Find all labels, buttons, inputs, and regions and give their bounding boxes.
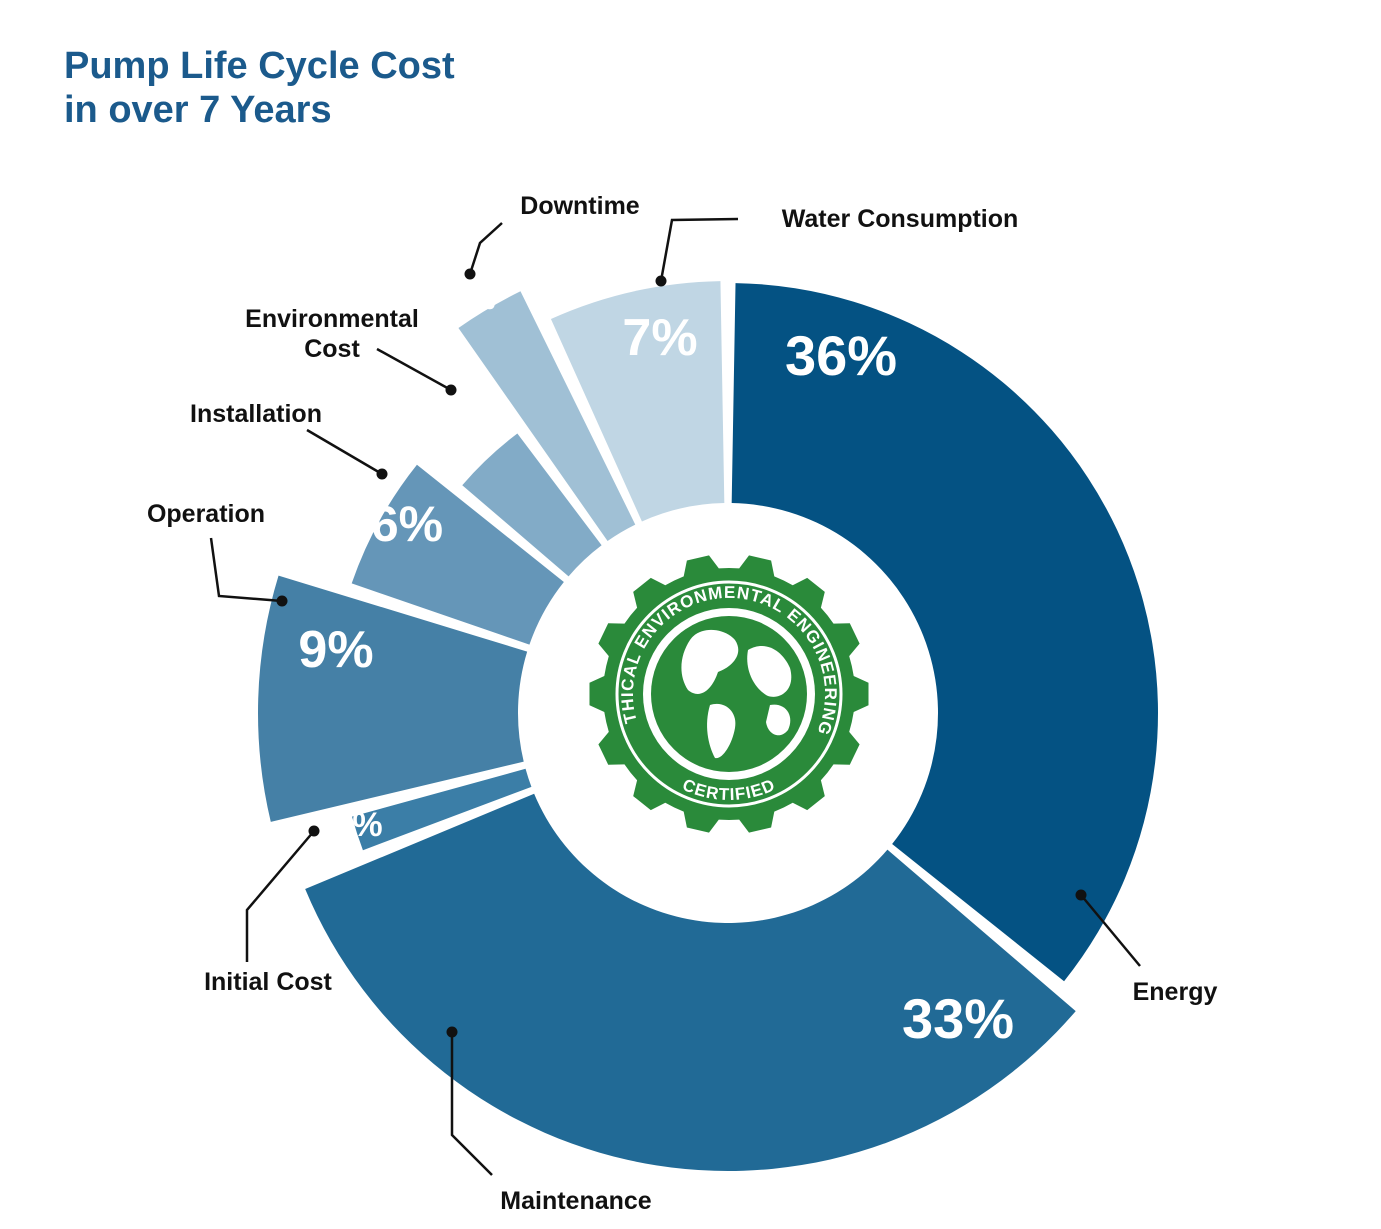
- leader-line-water-consumption: [659, 217, 739, 282]
- leader-dot-downtime: [464, 268, 476, 280]
- category-label-operation: Operation: [147, 500, 265, 528]
- leader-dot-environmental-cost: [445, 384, 457, 396]
- category-labels-group: Energy Maintenance Initial Cost Operation In…: [147, 192, 1218, 1215]
- category-label-environmental-cost: Environmental Cost: [245, 305, 419, 363]
- category-label-water-consumption: Water Consumption: [782, 205, 1019, 233]
- category-label-energy: Energy: [1133, 978, 1218, 1006]
- percent-label-water-consumption: 7%: [622, 309, 697, 367]
- leader-dot-installation: [376, 468, 388, 480]
- globe-land-2: [707, 703, 736, 759]
- percent-label-maintenance: 33%: [902, 987, 1014, 1050]
- percent-label-downtime: 3%: [452, 283, 495, 316]
- leader-dot-initial-cost: [308, 825, 320, 837]
- percent-label-installation: 6%: [371, 496, 443, 552]
- category-label-initial-cost: Initial Cost: [204, 968, 332, 996]
- leader-line-operation: [209, 537, 283, 603]
- globe-land-1: [681, 629, 739, 694]
- seal-outer-ring: [615, 580, 843, 808]
- slice-downtime: [458, 291, 636, 541]
- percent-label-energy: 36%: [785, 324, 897, 387]
- leader-line-installation: [306, 428, 383, 476]
- chart-title: Pump Life Cycle Cost in over 7 Years: [64, 44, 455, 132]
- slice-energy: [731, 283, 1158, 982]
- category-label-downtime: Downtime: [520, 192, 640, 220]
- leader-dot-energy: [1075, 889, 1087, 901]
- chart-title-line-1: Pump Life Cycle Cost: [64, 45, 455, 87]
- globe-land-3: [747, 646, 792, 697]
- leader-line-maintenance: [450, 1032, 493, 1176]
- chart-title-line-2: in over 7 Years: [64, 89, 332, 131]
- percent-label-initial-cost: 2%: [333, 806, 382, 844]
- leader-dot-maintenance: [446, 1026, 458, 1038]
- leader-line-environmental-cost: [376, 347, 452, 392]
- leader-dot-water-consumption: [655, 275, 667, 287]
- slice-maintenance: [305, 793, 1076, 1171]
- globe-land-4: [766, 704, 791, 736]
- slice-environmental-cost: [462, 433, 602, 577]
- leader-dot-operation: [276, 595, 288, 607]
- slice-installation: [351, 464, 564, 645]
- slice-operation: [258, 575, 528, 822]
- category-label-maintenance: Maintenance: [500, 1187, 652, 1215]
- slice-water-consumption: [550, 281, 725, 522]
- leader-line-initial-cost: [245, 830, 315, 962]
- leader-line-energy: [1080, 894, 1141, 967]
- percent-label-environmental-cost: 4%: [430, 403, 485, 445]
- slices-group: [258, 281, 1158, 1171]
- category-label-installation: Installation: [190, 400, 322, 428]
- percent-label-operation: 9%: [298, 621, 373, 679]
- leader-line-downtime: [468, 222, 503, 275]
- leader-lines-group: [209, 217, 1141, 1176]
- slice-initial-cost: [352, 768, 532, 851]
- percent-labels-group: 36% 33% 2% 9% 6% 4% 3% 7%: [298, 283, 1014, 1050]
